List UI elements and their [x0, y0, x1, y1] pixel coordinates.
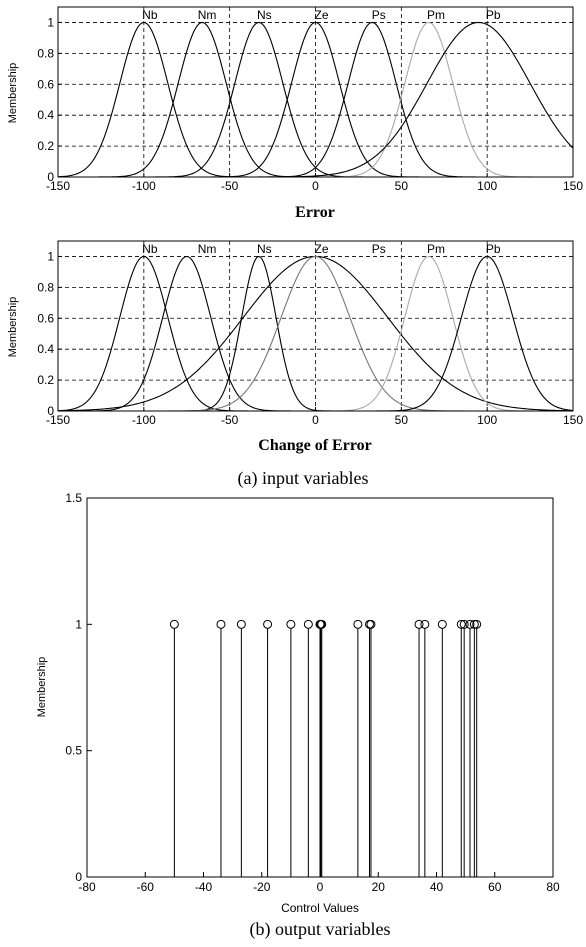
stem-marker: [414, 619, 424, 629]
x-tick-label: -50: [221, 179, 239, 193]
x-tick-label: 50: [395, 179, 409, 193]
change-of-error-membership-chart: Nb Nm Ns Ze Ps Pm Pb -150 -100 -50 0 50 100 150 0 0.2…: [7, 240, 583, 454]
x-tick-label: -150: [46, 413, 70, 427]
x-tick-label: -50: [221, 413, 239, 427]
label-ze: Ze: [314, 242, 328, 256]
membership-labels: Nb Nm Ns Ze Ps Pm Pb: [142, 8, 501, 22]
x-tick-label: 150: [563, 179, 583, 193]
label-nm: Nm: [198, 8, 217, 22]
stem-marker: [465, 619, 475, 629]
y-tick-label: 0.5: [65, 744, 82, 758]
label-pb: Pb: [486, 8, 501, 22]
y-tick-label: 0.8: [37, 46, 54, 60]
stem-marker: [366, 619, 376, 629]
stem-marker: [437, 619, 447, 629]
y-axis-ticks: 0 0.5 1 1.5: [65, 491, 92, 884]
x-axis-label: Error: [295, 204, 335, 221]
x-tick-label: 50: [395, 413, 409, 427]
x-tick-label: 20: [372, 880, 386, 894]
y-tick-label: 0.2: [37, 139, 54, 153]
y-tick-label: 0.4: [37, 342, 54, 356]
y-tick-label: 0.8: [37, 280, 54, 294]
stem-marker: [169, 619, 179, 629]
y-tick-label: 0.4: [37, 108, 54, 122]
stem-marker: [303, 619, 313, 629]
label-nb: Nb: [142, 242, 158, 256]
stem-marker: [420, 619, 430, 629]
stem-marker: [263, 619, 273, 629]
y-tick-label: 0.6: [37, 77, 54, 91]
y-tick-label: 0.2: [37, 373, 54, 387]
x-axis-ticks: -80 -60 -40 -20 0 20 40 60 80: [78, 872, 560, 894]
membership-labels: Nb Nm Ns Ze Ps Pm Pb: [142, 242, 501, 256]
x-tick-label: -40: [195, 880, 213, 894]
x-tick-label: 150: [563, 413, 583, 427]
x-axis-ticks: -150 -100 -50 0 50 100 150: [46, 173, 583, 193]
x-tick-label: 80: [546, 880, 560, 894]
x-tick-label: -150: [46, 179, 70, 193]
x-tick-label: 100: [477, 179, 497, 193]
label-pb: Pb: [486, 242, 501, 256]
stem-marker: [469, 619, 479, 629]
stem-marker: [317, 619, 327, 629]
stem-marker: [353, 619, 363, 629]
output-stem-chart: -80 -60 -40 -20 0 20 40 60 80 0 0.5 1 1.5 Membershi…: [36, 491, 560, 915]
stem-marker: [236, 619, 246, 629]
stem-marker: [459, 619, 469, 629]
label-ns: Ns: [257, 242, 272, 256]
x-axis-label: Control Values: [281, 901, 359, 915]
y-tick-label: 1: [75, 617, 82, 631]
y-axis-ticks: 0 0.2 0.4 0.6 0.8 1: [37, 15, 62, 184]
x-tick-label: 0: [312, 179, 319, 193]
label-ze: Ze: [314, 8, 328, 22]
y-axis-label: Membership: [7, 63, 19, 124]
stem-marker: [472, 619, 482, 629]
y-tick-label: 0: [75, 870, 82, 884]
stem-marker: [456, 619, 466, 629]
label-nm: Nm: [198, 242, 217, 256]
caption-output-variables: (b) output variables: [250, 919, 391, 940]
x-tick-label: -60: [137, 880, 155, 894]
stem-marker: [286, 619, 296, 629]
x-tick-label: -100: [132, 179, 156, 193]
y-tick-label: 0: [47, 170, 54, 184]
label-nb: Nb: [142, 8, 158, 22]
y-tick-label: 0: [47, 404, 54, 418]
x-axis-label: Change of Error: [258, 437, 371, 454]
y-tick-label: 1.5: [65, 491, 82, 505]
x-tick-label: 0: [317, 880, 324, 894]
y-axis-label: Membership: [7, 297, 19, 358]
x-tick-label: 40: [430, 880, 444, 894]
stem-marker: [216, 619, 226, 629]
caption-input-variables: (a) input variables: [238, 468, 369, 489]
label-pm: Pm: [427, 8, 445, 22]
label-pm: Pm: [427, 242, 445, 256]
x-tick-label: -100: [132, 413, 156, 427]
y-tick-label: 1: [47, 249, 54, 263]
label-ns: Ns: [257, 8, 272, 22]
x-tick-label: 0: [312, 413, 319, 427]
x-tick-label: 100: [477, 413, 497, 427]
y-axis-ticks: 0 0.2 0.4 0.6 0.8 1: [37, 249, 62, 418]
x-axis-ticks: -150 -100 -50 0 50 100 150: [46, 407, 583, 427]
y-tick-label: 1: [47, 15, 54, 29]
label-ps: Ps: [372, 242, 386, 256]
x-tick-label: -80: [78, 880, 96, 894]
y-axis-label: Membership: [36, 657, 48, 718]
x-tick-label: 60: [488, 880, 502, 894]
y-tick-label: 0.6: [37, 311, 54, 325]
label-ps: Ps: [372, 8, 386, 22]
error-membership-chart: Nb Nm Ns Ze Ps Pm Pb -150 -100 -50 0 50 100 150 0 0.2…: [7, 6, 583, 221]
stems: [169, 619, 482, 877]
x-tick-label: -20: [253, 880, 271, 894]
